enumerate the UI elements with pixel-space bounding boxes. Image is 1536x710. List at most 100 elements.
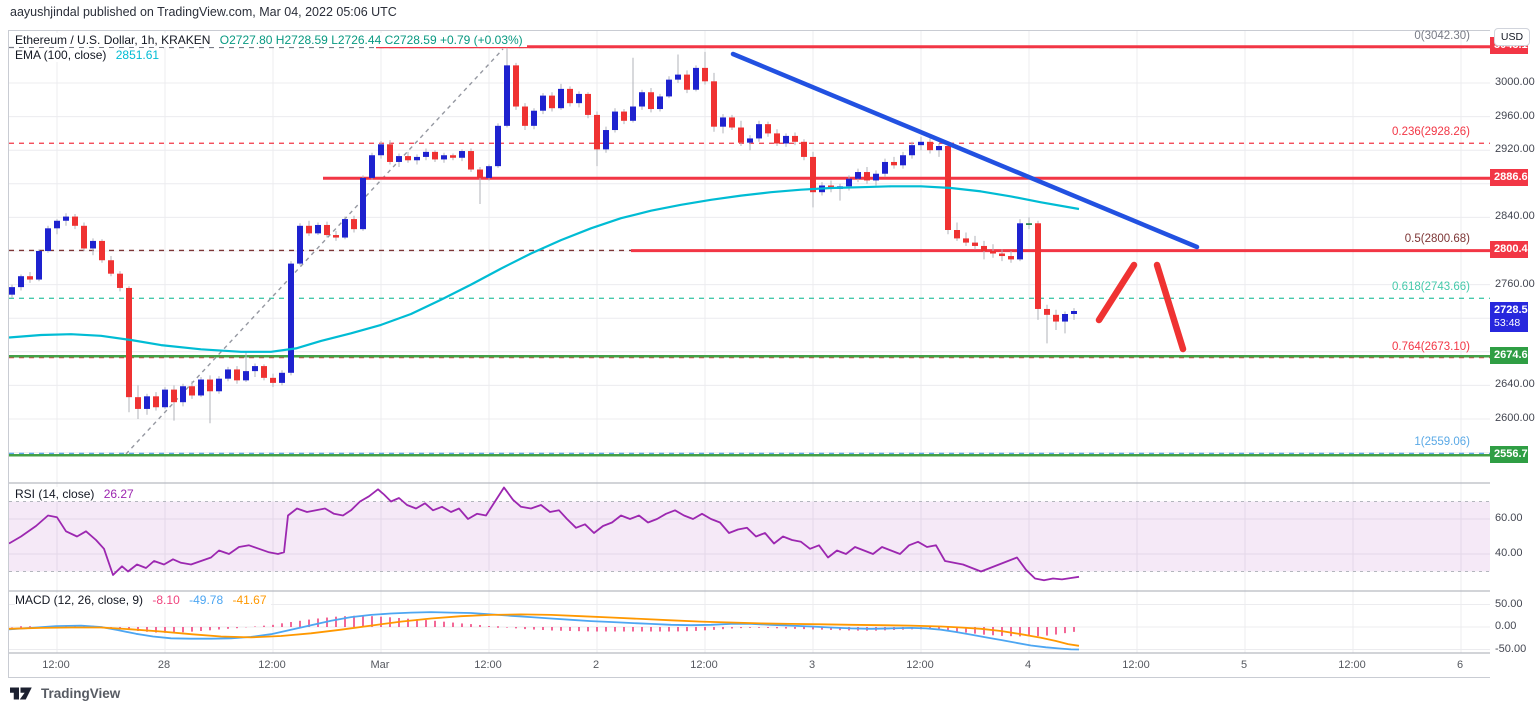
time-axis[interactable]: 12:00 28 12:00 Mar 12:00 2 12:00 3 12:00 4 12:00 5 1… <box>8 654 1490 678</box>
down-candle <box>1008 256 1014 260</box>
level-price-badge: 2556.78 <box>1490 445 1534 463</box>
rsi-line <box>9 486 1080 582</box>
price-axis-label: 60.00 <box>1495 512 1523 524</box>
time-axis-label: 2 <box>592 659 600 671</box>
macd-line-value: -49.78 <box>189 593 224 607</box>
down-candle <box>774 133 780 144</box>
up-candle <box>783 135 789 144</box>
up-candle <box>9 287 15 295</box>
down-candle <box>513 65 519 107</box>
up-candle <box>18 276 24 288</box>
time-axis-label: 6 <box>1456 659 1464 671</box>
up-candle <box>558 88 564 109</box>
up-candle <box>225 369 231 379</box>
up-candle <box>675 74 681 80</box>
down-candle <box>117 273 123 288</box>
up-candle <box>360 177 366 230</box>
macd-hist-value: -8.10 <box>152 593 180 607</box>
down-candle <box>333 235 339 238</box>
up-candle <box>504 65 510 126</box>
down-candle <box>567 88 573 104</box>
up-candle <box>630 106 636 121</box>
macd-signal-value: -41.67 <box>232 593 267 607</box>
up-candle <box>603 130 609 150</box>
fib-level-label: 0(3042.30) <box>1414 30 1470 43</box>
up-candle <box>486 166 492 178</box>
time-axis-label: 12:00 <box>1338 659 1366 671</box>
tradingview-brand-text[interactable]: TradingView <box>41 686 121 701</box>
up-candle <box>936 146 942 151</box>
up-candle <box>1071 310 1077 314</box>
down-candle <box>27 276 33 280</box>
up-candle <box>423 151 429 157</box>
price-axis-label: 3000.00 <box>1495 76 1535 88</box>
down-candle <box>468 151 474 170</box>
down-candle <box>963 238 969 243</box>
macd-legend[interactable]: MACD (12, 26, close, 9) -8.10 -49.78 -41… <box>15 593 271 607</box>
chart-canvas[interactable] <box>9 31 1491 677</box>
ema100-line <box>9 185 1080 353</box>
currency-toggle[interactable]: USD <box>1494 28 1530 46</box>
up-candle <box>1062 314 1068 322</box>
time-axis-label: 12:00 <box>474 659 502 671</box>
symbol-legend[interactable]: Ethereum / U.S. Dollar, 1h, KRAKEN O2727… <box>15 33 527 47</box>
up-candle <box>693 67 699 90</box>
down-candle <box>729 117 735 128</box>
up-candle <box>882 161 888 174</box>
down-candle <box>954 230 960 239</box>
level-price-badge: 2886.65 <box>1490 168 1534 186</box>
down-candle <box>81 225 87 249</box>
price-axis[interactable]: 3000.00 2960.00 2920.00 2840.00 2760.00 2640.… <box>1490 30 1535 678</box>
time-axis-label: 28 <box>157 659 171 671</box>
up-candle <box>666 79 672 97</box>
time-axis-label: 12:00 <box>258 659 286 671</box>
level-price-badge: 2800.47 <box>1490 241 1534 259</box>
up-candle <box>855 172 861 179</box>
price-axis-label: 2840.00 <box>1495 210 1535 223</box>
up-candle <box>918 141 924 146</box>
up-candle <box>639 92 645 107</box>
down-candle <box>324 224 330 236</box>
up-candle <box>747 138 753 143</box>
macd-signal-line <box>9 613 1080 647</box>
rsi-value: 26.27 <box>103 487 134 501</box>
price-axis-label: 2600.00 <box>1495 412 1535 424</box>
tradingview-logo-icon[interactable] <box>10 686 34 701</box>
down-candle <box>432 151 438 160</box>
rsi-legend[interactable]: RSI (14, close) 26.27 <box>15 487 138 501</box>
time-axis-label: 12:00 <box>42 659 70 671</box>
fib-level-label: 0.764(2673.10) <box>1391 340 1470 353</box>
up-candle <box>162 389 168 408</box>
down-candle <box>738 127 744 143</box>
up-candle <box>900 155 906 166</box>
price-axis-label: 2760.00 <box>1495 277 1535 290</box>
down-candle <box>765 124 771 134</box>
macd-line <box>9 611 1080 651</box>
up-candle <box>369 155 375 178</box>
down-candle <box>1053 314 1059 322</box>
up-candle <box>279 372 285 383</box>
price-axis-label: 2960.00 <box>1495 109 1535 122</box>
down-candle <box>981 245 987 251</box>
up-candle <box>378 144 384 156</box>
time-axis-label: 5 <box>1240 659 1248 671</box>
fib-level-label: 0.236(2928.26) <box>1391 126 1470 139</box>
up-candle <box>90 240 96 249</box>
macd-label: MACD (12, 26, close, 9) <box>15 593 144 607</box>
up-candle <box>252 366 258 372</box>
down-candle <box>585 93 591 115</box>
down-candle <box>999 253 1005 257</box>
down-candle <box>99 240 105 261</box>
up-candle <box>63 216 69 221</box>
projected-drop-down <box>1153 261 1187 353</box>
ema-value: 2851.61 <box>115 48 160 62</box>
up-candle <box>342 219 348 238</box>
down-candle <box>135 397 141 409</box>
time-axis-label: 4 <box>1024 659 1032 671</box>
ema-legend[interactable]: EMA (100, close) 2851.61 <box>15 48 164 62</box>
down-candle <box>1044 308 1050 315</box>
up-candle <box>414 156 420 161</box>
up-candle <box>531 110 537 126</box>
up-candle <box>459 151 465 158</box>
